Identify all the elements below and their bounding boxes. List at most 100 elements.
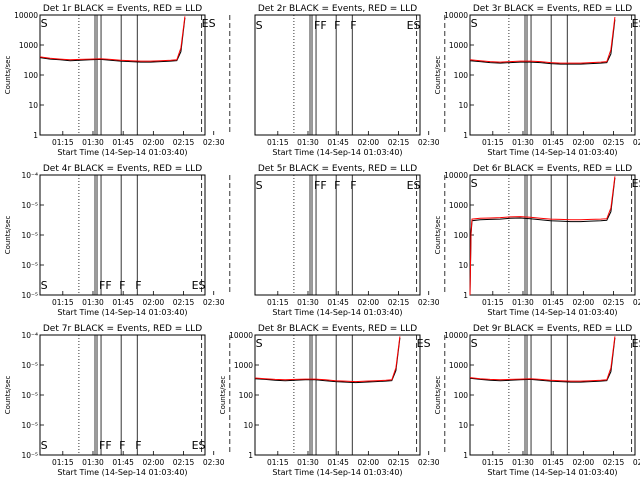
y-axis-label: Counts/sec	[219, 376, 227, 415]
series-line-lld	[254, 336, 401, 383]
annotation-label: F	[334, 179, 340, 192]
x-tick-label: 02:00	[573, 138, 595, 147]
annotation-label: F	[119, 279, 125, 292]
panel-title: Det 2r BLACK = Events, RED = LLD	[258, 4, 417, 14]
series-line-lld	[469, 17, 616, 64]
panel-7: Det 7r BLACK = Events, RED = LLD 01:15 01:…	[4, 324, 231, 477]
y-tick-label: 10⁻⁵	[21, 391, 38, 400]
x-tick-label: 02:30	[418, 298, 440, 307]
y-tick-label: 10000	[444, 11, 468, 20]
panel-title: Det 8r BLACK = Events, RED = LLD	[258, 324, 417, 334]
x-tick-label: 01:15	[52, 458, 74, 467]
x-tick-label: 01:15	[52, 298, 74, 307]
y-tick-label: 10⁻⁵	[21, 421, 38, 430]
x-axis-label: Start Time (14-Sep-14 01:03:40)	[272, 148, 402, 157]
y-axis-label: Counts/sec	[4, 56, 12, 95]
series-line-events	[39, 17, 186, 63]
panel-8: Det 8r BLACK = Events, RED = LLD 01:15 01:…	[219, 324, 446, 477]
annotation-label: ES	[632, 337, 640, 350]
x-tick-label: 01:15	[482, 458, 504, 467]
y-tick-label: 1000	[19, 41, 38, 50]
y-tick-label: 100	[24, 71, 39, 80]
y-axis-label: Counts/sec	[4, 376, 12, 415]
y-tick-label: 100	[239, 391, 254, 400]
annotation-label: FF	[314, 19, 327, 32]
x-tick-label: 02:15	[173, 298, 195, 307]
x-tick-label: 01:30	[512, 298, 534, 307]
y-tick-label: 1000	[234, 361, 253, 370]
panel-title: Det 5r BLACK = Events, RED = LLD	[258, 164, 417, 174]
y-tick-label: 10⁻⁴	[21, 171, 38, 180]
x-axis-label: Start Time (14-Sep-14 01:03:40)	[487, 148, 617, 157]
x-tick-label: 02:15	[603, 298, 625, 307]
annotation-label: F	[350, 19, 356, 32]
annotation-label: FF	[314, 179, 327, 192]
x-tick-label: 01:15	[267, 138, 289, 147]
annotation-label: S	[256, 179, 263, 192]
y-axis-label: Counts/sec	[434, 216, 442, 255]
x-tick-label: 01:45	[542, 138, 564, 147]
annotation-label: S	[256, 337, 263, 350]
x-axis-label: Start Time (14-Sep-14 01:03:40)	[272, 468, 402, 477]
x-tick-label: 01:15	[267, 298, 289, 307]
y-tick-label: 100	[454, 231, 469, 240]
x-tick-label: 02:00	[573, 458, 595, 467]
y-tick-label: 1	[248, 451, 253, 460]
y-tick-label: 10	[458, 101, 468, 110]
x-tick-label: 02:30	[203, 458, 225, 467]
y-tick-label: 10⁻⁵	[21, 231, 38, 240]
y-tick-label: 1000	[449, 201, 468, 210]
annotation-label: ES	[632, 177, 640, 190]
panel-2: Det 2r BLACK = Events, RED = LLD 01:15 01:…	[254, 4, 446, 157]
x-tick-label: 02:15	[388, 458, 410, 467]
annotation-label: F	[135, 439, 141, 452]
x-tick-label: 01:15	[52, 138, 74, 147]
panel-9: Det 9r BLACK = Events, RED = LLD 01:15 01:…	[434, 324, 640, 477]
series-line-lld	[39, 16, 186, 62]
series-line-events	[254, 337, 401, 384]
x-tick-label: 01:45	[542, 458, 564, 467]
y-axis-label: Counts/sec	[4, 216, 12, 255]
panel-title: Det 3r BLACK = Events, RED = LLD	[473, 4, 632, 14]
annotation-label: S	[41, 279, 48, 292]
annotation-label: S	[471, 177, 478, 190]
y-tick-label: 10000	[14, 11, 38, 20]
annotation-label: ES	[202, 17, 216, 30]
panel-4: Det 4r BLACK = Events, RED = LLD 01:15 01:…	[4, 164, 231, 317]
x-tick-label: 01:45	[112, 298, 134, 307]
y-tick-label: 100	[454, 391, 469, 400]
x-axis-label: Start Time (14-Sep-14 01:03:40)	[272, 308, 402, 317]
x-tick-label: 01:30	[82, 138, 104, 147]
annotation-label: ES	[407, 19, 421, 32]
x-tick-label: 01:30	[297, 298, 319, 307]
y-tick-label: 10⁻⁵	[21, 261, 38, 270]
x-tick-label: 02:30	[203, 298, 225, 307]
x-tick-label: 01:30	[82, 458, 104, 467]
x-tick-label: 02:00	[573, 298, 595, 307]
panel-1: Det 1r BLACK = Events, RED = LLD 01:15 01:…	[4, 4, 231, 157]
x-tick-label: 01:45	[327, 138, 349, 147]
y-tick-label: 100	[454, 71, 469, 80]
x-tick-label: 02:15	[173, 138, 195, 147]
y-tick-label: 10⁻⁴	[21, 331, 38, 340]
annotation-label: F	[350, 179, 356, 192]
x-tick-label: 01:15	[482, 138, 504, 147]
panel-title: Det 4r BLACK = Events, RED = LLD	[43, 164, 202, 174]
x-tick-label: 01:45	[327, 298, 349, 307]
x-tick-label: 02:30	[633, 298, 640, 307]
x-tick-label: 02:00	[358, 458, 380, 467]
x-tick-label: 02:30	[633, 458, 640, 467]
x-tick-label: 02:30	[418, 138, 440, 147]
annotation-label: FF	[99, 439, 112, 452]
annotation-label: ES	[632, 17, 640, 30]
y-tick-label: 10000	[229, 331, 253, 340]
y-tick-label: 10	[458, 261, 468, 270]
annotation-label: ES	[417, 337, 431, 350]
x-tick-label: 02:00	[143, 458, 165, 467]
x-axis-label: Start Time (14-Sep-14 01:03:40)	[487, 468, 617, 477]
y-tick-label: 10⁻⁵	[21, 291, 38, 300]
annotation-label: ES	[407, 179, 421, 192]
annotation-label: S	[256, 19, 263, 32]
x-tick-label: 02:00	[358, 138, 380, 147]
